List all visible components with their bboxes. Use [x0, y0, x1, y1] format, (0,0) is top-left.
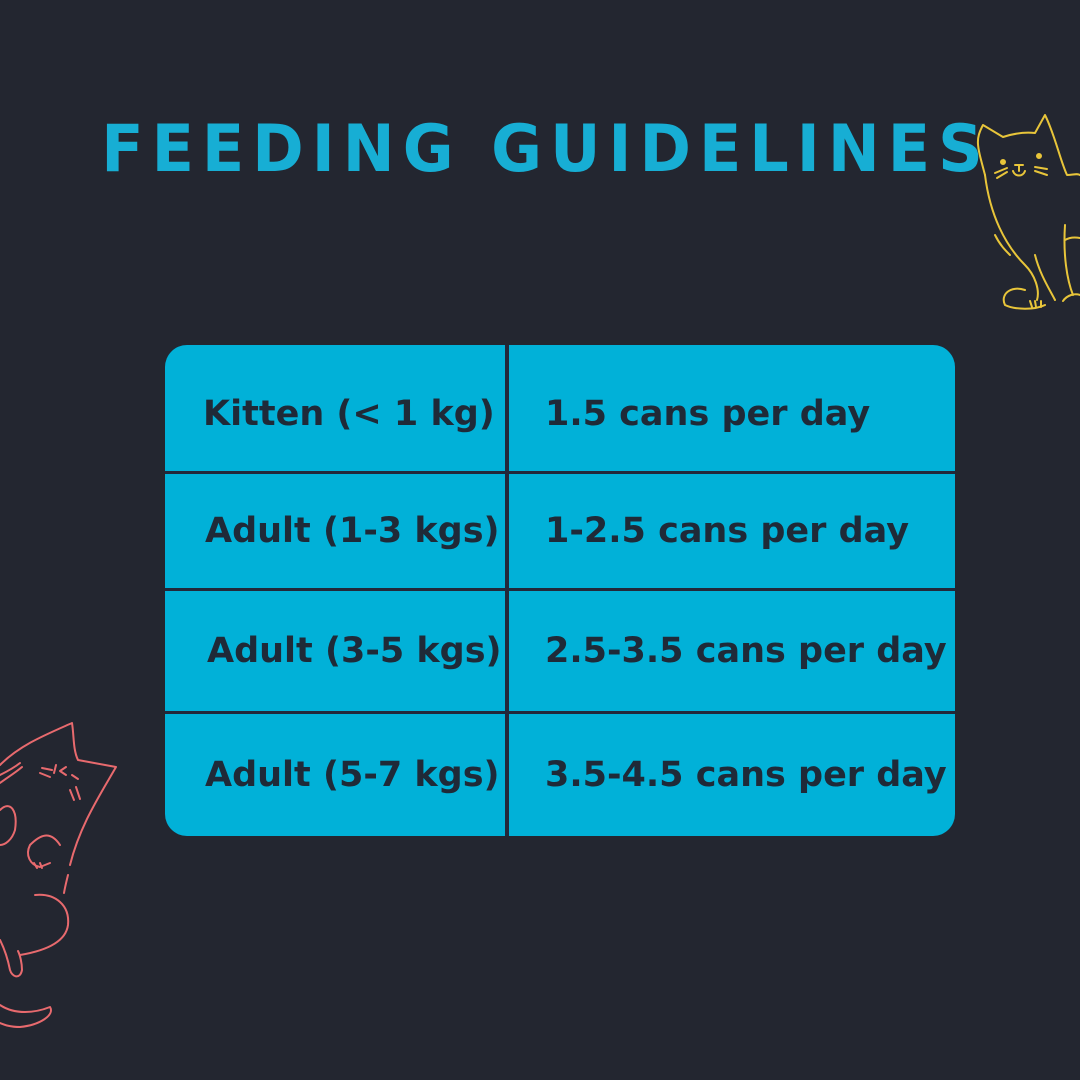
- weight-cell: Adult (3-5 kgs): [165, 591, 505, 711]
- weight-cell: Kitten (< 1 kg): [165, 345, 505, 471]
- amount-cell: 2.5-3.5 cans per day: [509, 591, 955, 711]
- page-title: Feeding Guidelines: [101, 110, 991, 187]
- feeding-table: Kitten (< 1 kg) 1.5 cans per day Adult (…: [165, 345, 955, 836]
- amount-cell: 1.5 cans per day: [509, 345, 955, 471]
- weight-cell: Adult (5-7 kgs): [165, 714, 505, 836]
- weight-cell: Adult (1-3 kgs): [165, 474, 505, 588]
- sitting-cat-outline-icon: [977, 114, 1080, 310]
- amount-cell: 1-2.5 cans per day: [509, 474, 955, 588]
- jumping-cat-outline-icon: [0, 722, 117, 1028]
- amount-cell: 3.5-4.5 cans per day: [509, 714, 955, 836]
